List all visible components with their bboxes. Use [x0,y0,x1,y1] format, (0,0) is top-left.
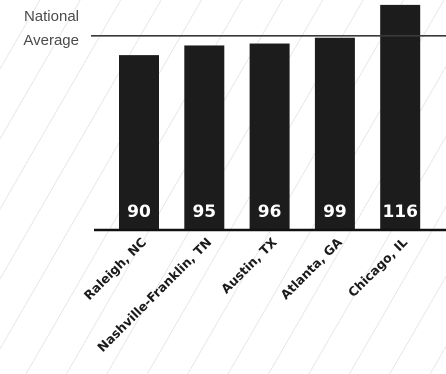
bar-nashville-franklin-tn [184,45,225,230]
category-label: Chicago, IL [345,235,410,300]
national-average-label-line1: National [24,8,79,25]
bar-value-label: 99 [323,202,347,222]
bar-austin-tx [249,43,290,229]
bar-chicago-il [380,4,421,229]
bars-group: 90 95 96 99 116 [119,4,421,230]
national-average-label-line2: Average [23,32,79,49]
category-label: Nashville-Franklin, TN [94,235,214,355]
bar-raleigh-nc [119,55,159,230]
bar-value-label: 95 [192,202,216,222]
category-label: Austin, TX [218,234,280,296]
bar-value-label: 116 [382,202,418,222]
bar-value-label: 96 [258,202,282,222]
bar-atlanta-ga [314,37,355,230]
category-label: Atlanta, GA [277,234,345,302]
category-label: Raleigh, NC [81,235,149,303]
bar-value-label: 90 [127,202,151,222]
